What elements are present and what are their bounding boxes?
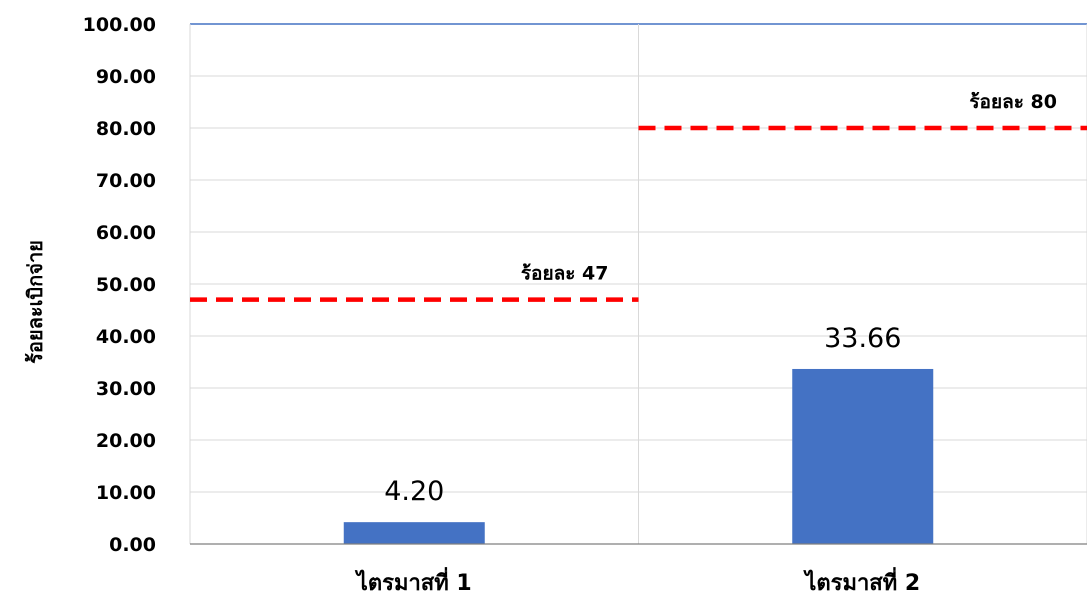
- target-label: ร้อยละ 80: [969, 91, 1057, 113]
- bar: [792, 368, 934, 544]
- y-tick-label: 20.00: [96, 430, 156, 452]
- y-tick-label: 90.00: [96, 66, 156, 88]
- y-tick-label: 100.00: [83, 14, 156, 36]
- y-tick-label: 40.00: [96, 326, 156, 348]
- gridlines: [189, 23, 1087, 544]
- bar-data-label: 4.20: [384, 476, 444, 507]
- y-tick-label: 50.00: [96, 274, 156, 296]
- y-tick-label: 70.00: [96, 170, 156, 192]
- bars: [343, 368, 934, 544]
- y-tick-label: 0.00: [109, 534, 156, 556]
- bar-data-label: 33.66: [824, 323, 901, 354]
- y-tick-label: 30.00: [96, 378, 156, 400]
- bar: [343, 522, 485, 544]
- target-label: ร้อยละ 47: [521, 263, 609, 285]
- x-category-label: ไตรมาสที่ 2: [803, 566, 920, 596]
- y-tick-label: 60.00: [96, 222, 156, 244]
- x-category-label: ไตรมาสที่ 1: [355, 566, 472, 596]
- y-tick-label: 80.00: [96, 118, 156, 140]
- y-axis-title: ร้อยละเบิกจ่าย: [23, 240, 47, 364]
- target-lines: [190, 125, 1087, 302]
- labels: 0.00 10.00 20.00 30.00 40.00 50.00 60.00 70.00 8…: [83, 14, 1057, 596]
- y-tick-label: 10.00: [96, 482, 156, 504]
